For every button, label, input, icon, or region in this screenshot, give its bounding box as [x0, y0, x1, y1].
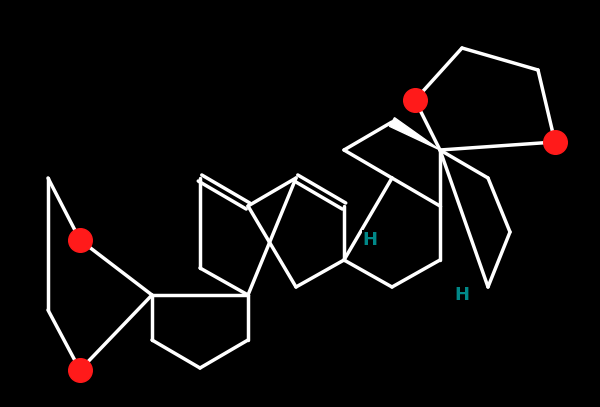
Text: H: H	[455, 286, 470, 304]
Text: O: O	[407, 91, 422, 109]
Text: O: O	[73, 231, 88, 249]
Polygon shape	[389, 118, 440, 150]
Text: O: O	[73, 361, 88, 379]
Text: O: O	[547, 133, 563, 151]
Text: H: H	[362, 231, 377, 249]
